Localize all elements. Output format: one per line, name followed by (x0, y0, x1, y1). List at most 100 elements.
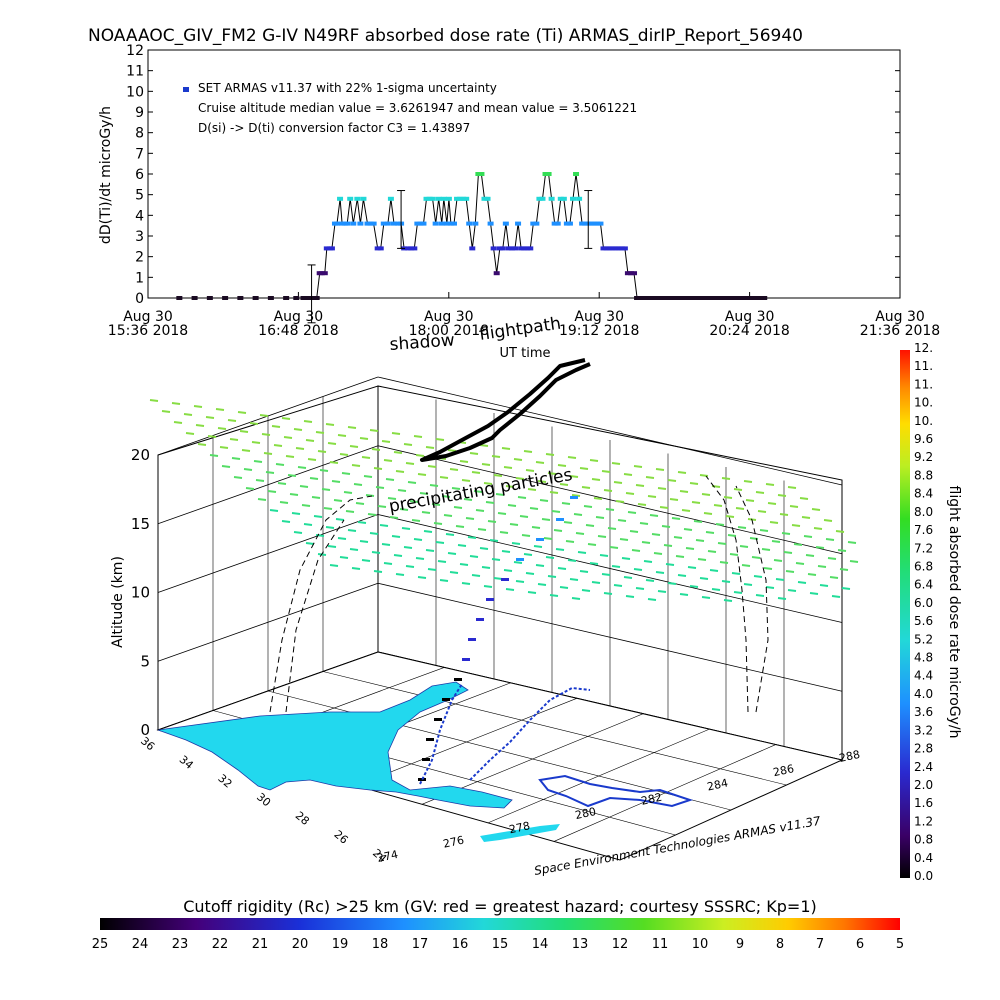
particle-dash (765, 483, 775, 486)
particle-dash (611, 462, 621, 465)
dose-colorbar-tick: 0.0 (914, 869, 933, 883)
particle-dash (439, 579, 449, 582)
particle-dash (325, 526, 335, 529)
particle-dash (333, 499, 343, 502)
dose-point (643, 296, 650, 300)
particle-dash (723, 599, 733, 602)
particle-dash (559, 586, 569, 589)
dose-point (756, 296, 763, 300)
particle-dash (811, 508, 821, 511)
particle-dash (449, 571, 459, 574)
particle-dash (635, 587, 645, 590)
particle-dash (313, 515, 323, 518)
coastline-east (538, 774, 694, 808)
dose-point (649, 296, 656, 300)
dose-point (624, 271, 631, 276)
dose-point (405, 246, 412, 251)
dose-point (676, 296, 683, 300)
particle-dash (253, 460, 263, 463)
particle-dash (837, 549, 847, 552)
particle-dash (549, 594, 559, 597)
particle-dash (329, 564, 339, 567)
particle-dash (569, 578, 579, 581)
particle-dash (675, 555, 685, 558)
particle-dash (661, 525, 671, 528)
particle-dash (679, 593, 689, 596)
particle-dash (413, 538, 423, 541)
dose-point (484, 196, 491, 201)
particle-dash (581, 589, 591, 592)
dose-point (658, 296, 665, 300)
cutoff-colorbar-tick: 9 (736, 937, 744, 952)
particle-dash (537, 583, 547, 586)
dose-point (563, 221, 570, 226)
climb-point (434, 718, 442, 721)
particle-dash (839, 568, 849, 571)
particle-dash (573, 513, 583, 516)
label-shadow: shadow (389, 330, 455, 355)
dose-point (637, 296, 644, 300)
projection-left-2 (285, 519, 345, 713)
dose-point (481, 196, 488, 201)
particle-dash (321, 488, 331, 491)
dose-point (463, 196, 470, 201)
particle-dash (447, 552, 457, 555)
particle-dash (431, 503, 441, 506)
particle-dash (727, 534, 737, 537)
particle-dash (691, 501, 701, 504)
particle-dash (281, 417, 291, 420)
particle-dash (443, 514, 453, 517)
particle-dash (733, 488, 743, 491)
dose-point (618, 246, 625, 251)
particle-dash (205, 416, 215, 419)
particle-dash (645, 579, 655, 582)
particle-dash (305, 439, 315, 442)
particle-dash (667, 582, 677, 585)
dose-colorbar-tick: 12. (914, 341, 933, 355)
particle-dash (301, 504, 311, 507)
particle-dash (773, 559, 783, 562)
particle-dash (825, 538, 835, 541)
particle-dash (537, 480, 547, 483)
particle-mesh (149, 399, 859, 602)
cutoff-colorbar-tick: 20 (292, 937, 309, 952)
particle-dash (767, 502, 777, 505)
particle-dash (513, 458, 523, 461)
dose-point (634, 296, 641, 300)
dose-point (426, 196, 433, 201)
dose-point (337, 196, 344, 201)
y-tick-label: 9 (135, 105, 144, 121)
dose-point (377, 246, 384, 251)
dose-colorbar-tick: 6.0 (914, 596, 933, 610)
particle-dash (441, 495, 451, 498)
particle-dash (371, 448, 381, 451)
x-tick-label-time: 19:12 2018 (559, 323, 639, 339)
dose-point (438, 221, 445, 226)
dose-colorbar-tick: 8.8 (914, 468, 933, 482)
dose-colorbar-tick: 4.4 (914, 669, 933, 683)
dose-colorbar-tick: 7.2 (914, 541, 933, 555)
particle-dash (815, 546, 825, 549)
particle-dash (547, 575, 557, 578)
particle-dash (503, 569, 513, 572)
particle-dash (305, 542, 315, 545)
particle-dash (689, 482, 699, 485)
particle-dash (481, 566, 491, 569)
dose-point (746, 296, 753, 300)
particle-dash (769, 521, 779, 524)
particle-dash (757, 510, 767, 513)
particle-dash (415, 557, 425, 560)
y-tick-label: 1 (135, 270, 144, 286)
particle-dash (589, 459, 599, 462)
particle-dash (525, 469, 535, 472)
particle-dash (529, 507, 539, 510)
climb-point (462, 658, 470, 661)
z-tick-label: 10 (131, 584, 150, 602)
particle-dash (485, 501, 495, 504)
particle-dash (713, 504, 723, 507)
particle-dash (693, 520, 703, 523)
dose-point (367, 221, 374, 226)
particle-dash (371, 551, 381, 554)
